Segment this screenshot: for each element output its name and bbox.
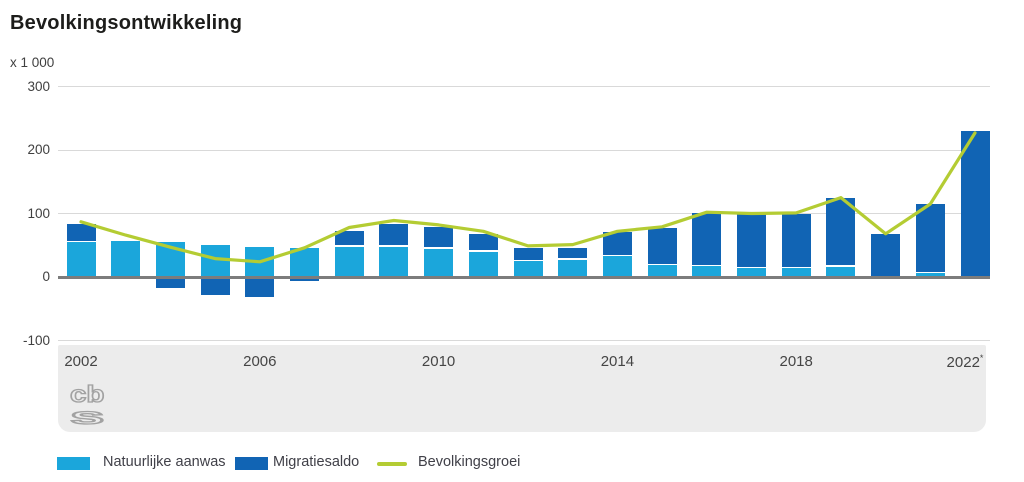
bar-natuurlijke-aanwas-2014 bbox=[602, 255, 632, 277]
bar-migratiesaldo-2010 bbox=[424, 226, 454, 248]
gridline-0 bbox=[58, 275, 990, 279]
x-axis-tick-label-2018: 2018 bbox=[779, 353, 813, 370]
bar-migratiesaldo-2021 bbox=[915, 203, 945, 273]
bar-segment-separator-2013 bbox=[558, 258, 588, 260]
bar-segment-separator-2011 bbox=[468, 250, 498, 252]
bar-migratiesaldo-2020 bbox=[871, 233, 901, 277]
bar-natuurlijke-aanwas-2018 bbox=[781, 267, 811, 277]
gridline-200 bbox=[58, 149, 990, 151]
bar-migratiesaldo-2007 bbox=[290, 277, 319, 281]
x-axis-tick-label-2022: 2022* bbox=[946, 353, 984, 371]
x-axis-tick-label-2006: 2006 bbox=[243, 353, 277, 370]
bar-migratiesaldo-2017 bbox=[737, 212, 766, 268]
bar-segment-separator-2019 bbox=[826, 265, 856, 267]
x-axis-tick-label-2010: 2010 bbox=[421, 353, 456, 370]
bar-natuurlijke-aanwas-2017 bbox=[737, 267, 766, 277]
legend-label-natuurlijke-aanwas: Natuurlijke aanwas bbox=[103, 454, 226, 470]
y-axis-tick-label-300: 300 bbox=[27, 78, 50, 94]
bar-natuurlijke-aanwas-2003 bbox=[111, 241, 141, 277]
bar-natuurlijke-aanwas-2004 bbox=[155, 242, 185, 277]
bar-segment-separator-2010 bbox=[424, 247, 454, 249]
svg-text:s: s bbox=[70, 403, 105, 428]
bar-natuurlijke-aanwas-2015 bbox=[647, 264, 677, 277]
bar-migratiesaldo-2015 bbox=[647, 228, 677, 265]
bar-migratiesaldo-2018 bbox=[781, 213, 811, 268]
bar-migratiesaldo-2005 bbox=[200, 277, 230, 295]
bar-natuurlijke-aanwas-2002 bbox=[66, 241, 96, 277]
y-axis-tick-label-100: 100 bbox=[27, 205, 50, 221]
y-axis-unit-label: x 1 000 bbox=[10, 55, 55, 70]
bar-natuurlijke-aanwas-2009 bbox=[379, 245, 409, 277]
gridline-300 bbox=[58, 86, 990, 87]
x-axis-band: cb s 2002 2006 2010 2014 2018 2022* bbox=[58, 345, 986, 432]
y-axis-tick-label--100: -100 bbox=[22, 332, 50, 348]
x-axis-tick-label-2014: 2014 bbox=[600, 353, 635, 370]
legend-line-bevolkingsgroei bbox=[377, 462, 407, 466]
legend: Natuurlijke aanwas Migratiesaldo Bevolki… bbox=[0, 448, 1024, 480]
bar-migratiesaldo-2022 bbox=[960, 130, 990, 277]
bar-segment-separator-2014 bbox=[602, 254, 632, 257]
bar-segment-separator-2008 bbox=[334, 245, 364, 247]
bar-natuurlijke-aanwas-2008 bbox=[334, 245, 364, 277]
bar-natuurlijke-aanwas-2019 bbox=[826, 266, 856, 277]
bar-migratiesaldo-2011 bbox=[468, 233, 498, 251]
bar-natuurlijke-aanwas-2011 bbox=[468, 250, 498, 277]
cbs-logo: cb s bbox=[69, 382, 105, 428]
gridline--100 bbox=[58, 340, 990, 341]
y-axis-tick-label-200: 200 bbox=[27, 142, 50, 157]
bar-natuurlijke-aanwas-2005 bbox=[200, 244, 230, 277]
bar-natuurlijke-aanwas-2006 bbox=[245, 247, 275, 277]
bar-migratiesaldo-2006 bbox=[245, 277, 275, 297]
bar-segment-separator-2012 bbox=[513, 259, 543, 262]
bar-migratiesaldo-2008 bbox=[334, 230, 364, 246]
bar-natuurlijke-aanwas-2012 bbox=[513, 260, 543, 277]
svg-text:cb: cb bbox=[70, 382, 105, 407]
bar-segment-separator-2002 bbox=[66, 240, 96, 243]
bar-natuurlijke-aanwas-2021 bbox=[915, 272, 945, 277]
chart-title: Bevolkingsontwikkeling bbox=[10, 12, 243, 34]
bar-migratiesaldo-2019 bbox=[826, 197, 856, 267]
bar-migratiesaldo-2002 bbox=[66, 223, 96, 242]
bar-natuurlijke-aanwas-2010 bbox=[424, 247, 454, 277]
bar-segment-separator-2021 bbox=[915, 271, 945, 274]
bar-migratiesaldo-2009 bbox=[379, 223, 409, 246]
bar-segment-separator-2017 bbox=[737, 266, 766, 269]
y-axis-tick-label-0: 0 bbox=[42, 269, 50, 284]
provisional-marker: * bbox=[979, 353, 984, 363]
bar-segment-separator-2009 bbox=[379, 245, 409, 247]
bar-migratiesaldo-2016 bbox=[692, 212, 722, 266]
bar-segment-separator-2016 bbox=[692, 264, 722, 267]
bar-natuurlijke-aanwas-2007 bbox=[290, 247, 319, 277]
bar-natuurlijke-aanwas-2016 bbox=[692, 265, 722, 277]
legend-swatch-natuurlijke-aanwas bbox=[57, 457, 90, 470]
bar-migratiesaldo-2012 bbox=[513, 248, 543, 261]
bar-migratiesaldo-2014 bbox=[602, 231, 632, 256]
bar-segment-separator-2018 bbox=[781, 266, 811, 269]
legend-label-migratiesaldo: Migratiesaldo bbox=[273, 454, 360, 470]
bar-migratiesaldo-2004 bbox=[155, 277, 185, 289]
legend-label-bevolkingsgroei: Bevolkingsgroei bbox=[418, 454, 521, 470]
x-axis-tick-label-2002: 2002 bbox=[64, 353, 98, 370]
bar-natuurlijke-aanwas-2013 bbox=[558, 259, 588, 277]
bar-segment-separator-2015 bbox=[647, 263, 677, 266]
legend-swatch-migratiesaldo bbox=[235, 457, 268, 470]
